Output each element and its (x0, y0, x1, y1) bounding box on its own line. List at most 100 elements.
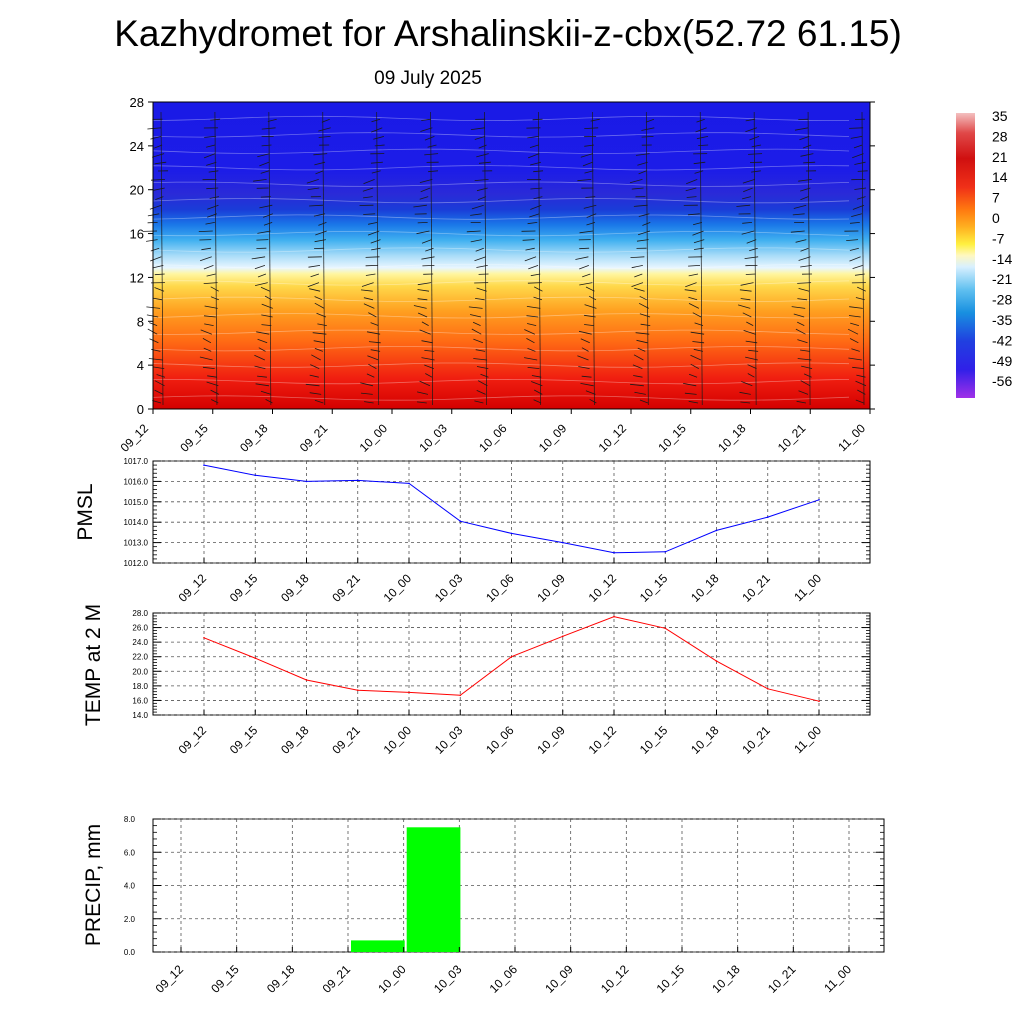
wind-barb (639, 295, 647, 301)
wind-barb (741, 230, 755, 235)
wind-barb (152, 265, 164, 269)
wind-barb (363, 196, 373, 199)
wind-barb (854, 161, 866, 165)
wind-barb (580, 153, 593, 158)
contour-line (152, 181, 850, 187)
wind-barb (852, 265, 863, 269)
wind-barb (802, 144, 812, 149)
wind-barb (265, 399, 273, 404)
wind-barb (152, 297, 163, 301)
section-shading (153, 102, 870, 409)
colorbar-label: -49 (992, 353, 1012, 369)
wind-barb (584, 127, 599, 129)
contour-line (152, 165, 850, 171)
wind-barb (413, 305, 427, 309)
contour-line (152, 313, 850, 319)
precip-x-ticks: 09_12 09_15 09_18 09_21 10_00 10_03 10_06 10_09… (153, 947, 854, 996)
x-tick-label: 10_12 (586, 723, 620, 757)
wind-barb (631, 265, 643, 269)
wind-barb (305, 383, 320, 387)
wind-barb (202, 338, 212, 344)
wind-barb (260, 390, 272, 395)
wind-barb (419, 196, 429, 200)
temp2m-point (562, 635, 564, 638)
wind-barb (363, 303, 375, 309)
wind-barb (737, 304, 751, 309)
wind-barb (527, 153, 540, 159)
pmsl-point (562, 541, 564, 544)
wind-barb (579, 230, 594, 234)
wind-barb (630, 256, 645, 258)
colorbar-label: 21 (992, 149, 1008, 165)
temp-series (203, 615, 820, 702)
temp2m-point (203, 637, 205, 639)
wind-barb (634, 287, 645, 292)
wind-barb (360, 289, 373, 292)
wind-barb (526, 338, 535, 344)
wind-barb (849, 247, 859, 251)
wind-barb (690, 363, 699, 369)
x-tick-label: 09_15 (227, 571, 261, 605)
wind-barb (856, 196, 866, 200)
colorbar-label: -7 (992, 230, 1005, 246)
wind-barb (578, 366, 590, 369)
wind-barb (421, 321, 429, 326)
x-tick-label: 10_03 (431, 962, 465, 996)
wind-barb (474, 179, 489, 181)
y-tick-label: 6.0 (124, 848, 136, 857)
wind-barb (641, 127, 655, 131)
precip-bar (406, 827, 461, 952)
wind-barb (792, 213, 805, 216)
wind-barb (152, 366, 165, 369)
wind-barb (417, 312, 428, 318)
colorbar-label: 7 (992, 190, 1000, 206)
wind-barb (744, 256, 759, 259)
x-tick-label: 09_12 (176, 571, 210, 605)
contour-line (152, 132, 850, 138)
vertical-section-panel: 0 4 8 12 16 20 24 28 09_12 09_15 09_18 09_21 10_00 1… (118, 95, 875, 455)
wind-barb (318, 127, 331, 132)
wind-barb (692, 230, 704, 236)
pmsl-point (408, 482, 410, 485)
temp2m-point (613, 615, 615, 618)
wind-barb (421, 118, 432, 121)
wind-barb (800, 349, 810, 352)
wind-barb (798, 390, 809, 395)
x-tick-label: 10_18 (688, 571, 722, 605)
wind-barb (688, 303, 700, 309)
wind-barb (852, 153, 864, 159)
wind-barb (747, 373, 755, 378)
wind-barb (632, 364, 643, 369)
wind-barb (795, 239, 807, 243)
wind-barb (208, 170, 219, 173)
wind-barb (153, 187, 165, 191)
wind-barb (150, 247, 160, 252)
x-tick-label: 10_06 (483, 723, 517, 757)
wind-barb-staff (322, 111, 326, 406)
y-tick-label: 20.0 (132, 667, 148, 676)
y-tick-label: 1015.0 (124, 498, 149, 507)
wind-barb (368, 222, 378, 225)
wind-barb (419, 329, 431, 335)
wind-barb (745, 118, 756, 122)
wind-barb (150, 256, 162, 262)
colorbar-label: -35 (992, 312, 1012, 328)
colorbar-label: 28 (992, 128, 1008, 144)
x-tick-label: 11_00 (791, 723, 824, 756)
wind-barb (585, 196, 596, 198)
wind-barb (256, 331, 270, 335)
wind-barb (790, 230, 805, 233)
wind-barb (745, 273, 756, 275)
y-tick-label: 1014.0 (124, 518, 149, 527)
wind-barb (638, 213, 650, 217)
wind-barb (693, 161, 706, 165)
wind-barb (688, 296, 698, 301)
section-contours (152, 115, 850, 401)
wind-barb (527, 222, 538, 225)
wind-barb (857, 286, 867, 292)
x-tick-label: 10_09 (536, 421, 570, 455)
wind-barb (199, 356, 213, 361)
wind-barb (793, 204, 807, 209)
wind-barb (534, 389, 543, 395)
y-tick-label: 14.0 (132, 711, 148, 720)
